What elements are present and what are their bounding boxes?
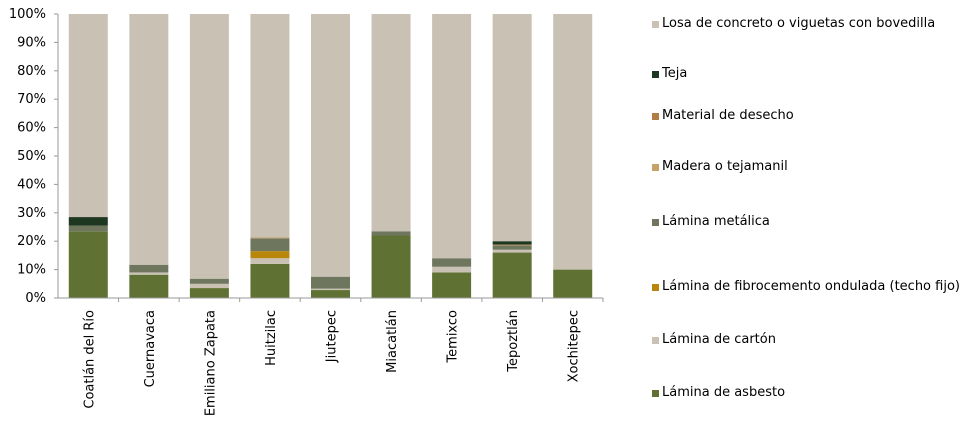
legend-label: Lámina de fibrocemento ondulada (techo f…: [662, 279, 960, 294]
bar-segment: [492, 245, 532, 250]
bar-segment: [553, 269, 593, 298]
bar-segment: [492, 249, 532, 253]
bar-segment: [492, 252, 532, 298]
x-tick-label: Jiutepec: [325, 310, 340, 363]
x-tick-label: Huitzilac: [264, 310, 279, 366]
bar-segment: [311, 14, 350, 277]
bar-segment: [250, 258, 290, 264]
bar-segment: [189, 278, 229, 284]
legend-label: Lámina de asbesto: [662, 385, 786, 400]
y-tick-label: 50%: [17, 149, 46, 164]
bar-segment: [250, 238, 290, 252]
legend-label: Lámina metálica: [662, 214, 770, 229]
legend-swatch: [652, 164, 659, 171]
bar-segment: [311, 290, 350, 298]
legend-item: Lámina de cartón: [652, 332, 968, 347]
bar-segment: [553, 14, 593, 270]
bar-segment: [68, 217, 108, 226]
legend-swatch: [652, 284, 659, 291]
bar-segment: [250, 251, 290, 259]
bar-segment: [189, 288, 229, 298]
x-tick-label: Xochitepec: [567, 310, 582, 382]
bar-segment: [432, 272, 472, 298]
legend-label: Losa de concreto o viguetas con bovedill…: [662, 16, 936, 31]
legend-item: Lámina de fibrocemento ondulada (techo f…: [652, 279, 968, 294]
x-tick-label: Temixco: [446, 310, 461, 364]
legend-swatch: [652, 390, 659, 397]
x-tick-label: Coatlán del Río: [82, 310, 97, 409]
bar-segment: [311, 288, 350, 291]
bar-segment: [492, 14, 532, 242]
legend-label: Material de desecho: [662, 108, 794, 123]
y-tick-label: 70%: [17, 92, 46, 107]
bar-segment: [129, 274, 169, 298]
legend-item: Lámina de asbesto: [652, 385, 968, 400]
plot-area: [68, 14, 593, 298]
bar-segment: [250, 237, 290, 239]
legend-swatch: [652, 113, 659, 120]
y-tick-label: 100%: [9, 7, 46, 22]
bar-segment: [250, 14, 290, 238]
bar-segment: [129, 264, 169, 273]
bar-segment: [432, 14, 472, 259]
y-tick-label: 10%: [17, 263, 46, 278]
y-tick-label: 60%: [17, 121, 46, 136]
legend: Losa de concreto o viguetas con bovedill…: [652, 0, 970, 435]
x-tick-label: Cuernavaca: [143, 310, 158, 387]
bar-segment: [68, 225, 108, 232]
legend-item: Lámina metálica: [652, 214, 968, 229]
bar-segment: [189, 283, 229, 289]
x-tick-label: Tepoztlán: [506, 310, 521, 373]
bar-segment: [250, 263, 290, 298]
bar-segment: [129, 14, 169, 265]
bar-segment: [492, 241, 532, 245]
legend-item: Teja: [652, 66, 968, 81]
bar-segment: [432, 258, 472, 267]
legend-item: Losa de concreto o viguetas con bovedill…: [652, 16, 968, 31]
legend-swatch: [652, 21, 659, 28]
legend-label: Lámina de cartón: [662, 332, 776, 347]
bar-segment: [68, 14, 108, 218]
legend-swatch: [652, 337, 659, 344]
bar-segment: [371, 235, 411, 298]
y-tick-label: 0%: [25, 291, 46, 306]
bar-segment: [68, 231, 108, 298]
y-tick-label: 80%: [17, 64, 46, 79]
legend-swatch: [652, 71, 659, 78]
legend-label: Teja: [662, 66, 688, 81]
legend-label: Madera o tejamanil: [662, 159, 788, 174]
y-tick-label: 90%: [17, 35, 46, 50]
y-tick-label: 40%: [17, 177, 46, 192]
bar-segment: [371, 14, 411, 232]
bar-segment: [129, 272, 169, 275]
legend-item: Madera o tejamanil: [652, 159, 968, 174]
legend-item: Material de desecho: [652, 108, 968, 123]
legend-swatch: [652, 219, 659, 226]
y-tick-label: 20%: [17, 234, 46, 249]
stacked-bar-chart: 0% 10% 20% 30% 40% 50% 60% 70% 80% 90% 100% Coatlá…: [9, 7, 604, 416]
bar-segment: [371, 231, 411, 236]
x-tick-label: Miacatlán: [385, 310, 400, 373]
bar-segment: [311, 276, 350, 289]
x-tick-label: Emiliano Zapata: [203, 310, 218, 416]
y-tick-label: 30%: [17, 206, 46, 221]
y-axis-ticks: 0% 10% 20% 30% 40% 50% 60% 70% 80% 90% 100%: [9, 7, 58, 306]
x-axis-ticks: Coatlán del Río Cuernavaca Emiliano Zapata…: [82, 298, 604, 416]
bar-segment: [432, 266, 472, 273]
bar-segment: [189, 14, 229, 279]
bar-segment: [492, 244, 532, 246]
